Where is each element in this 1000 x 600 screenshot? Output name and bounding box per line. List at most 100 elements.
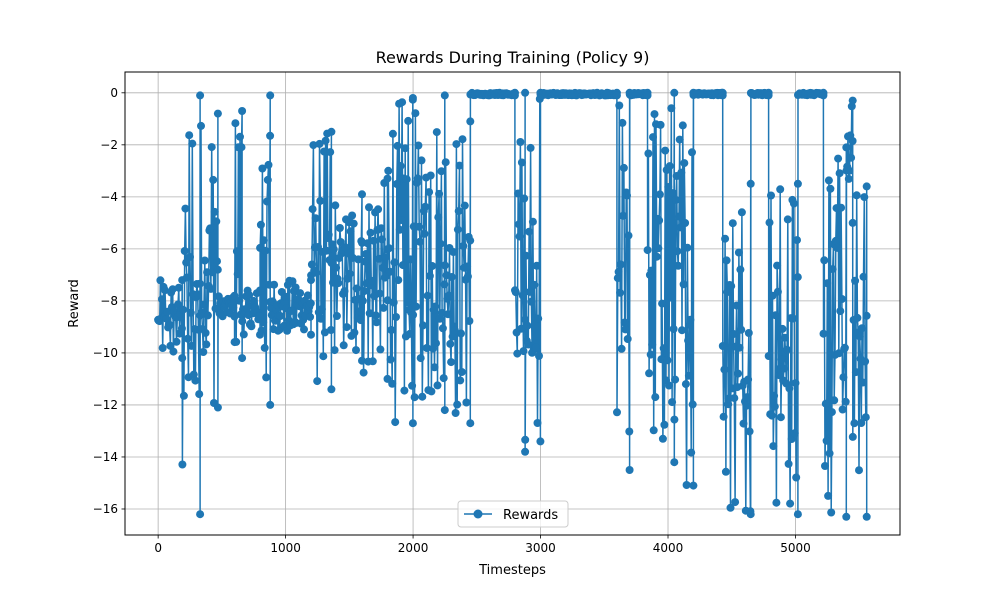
rewards-point <box>321 136 330 145</box>
rewards-point <box>365 309 374 318</box>
rewards-point <box>513 349 522 358</box>
rewards-point <box>466 236 475 245</box>
rewards-point <box>358 296 367 305</box>
rewards-point <box>780 333 789 342</box>
rewards-point <box>648 340 657 349</box>
x-tick-label-4: 4000 <box>653 541 684 555</box>
rewards-point <box>684 336 693 345</box>
rewards-point <box>393 141 402 150</box>
rewards-point <box>515 232 524 241</box>
rewards-point <box>202 340 211 349</box>
rewards-point <box>841 397 850 406</box>
rewards-point <box>379 303 388 312</box>
rewards-point <box>210 207 219 216</box>
rewards-point <box>406 255 415 264</box>
rewards-point <box>327 127 336 136</box>
rewards-point <box>320 328 329 337</box>
rewards-point <box>666 293 675 302</box>
rewards-point <box>229 303 238 312</box>
rewards-point <box>654 244 663 253</box>
rewards-point <box>536 437 545 446</box>
rewards-point <box>444 310 452 319</box>
rewards-point <box>764 91 773 100</box>
rewards-point <box>186 308 195 317</box>
legend-box <box>457 500 569 528</box>
rewards-point <box>837 203 846 212</box>
rewards-point <box>346 227 355 236</box>
rewards-point <box>389 298 398 307</box>
rewards-point <box>358 356 366 365</box>
rewards-point <box>614 267 623 276</box>
rewards-point <box>827 408 836 417</box>
rewards-point <box>848 137 857 145</box>
rewards-point <box>659 344 668 353</box>
rewards-point <box>329 245 338 254</box>
legend: Rewards <box>457 500 569 528</box>
rewards-point <box>535 351 543 360</box>
rewards-point <box>613 274 622 283</box>
rewards-point <box>514 189 523 198</box>
rewards-point <box>786 499 795 508</box>
plot-frame <box>124 71 901 536</box>
y-tick-label-3: −6 <box>100 242 118 256</box>
rewards-point <box>734 248 743 257</box>
legend-marker <box>473 509 483 519</box>
rewards-point <box>466 419 475 428</box>
rewards-point <box>732 301 741 310</box>
rewards-point <box>371 311 380 320</box>
x-tick-label-0: 0 <box>154 541 162 555</box>
rewards-point <box>444 291 453 300</box>
rewards-point <box>858 324 866 333</box>
rewards-point <box>835 169 844 178</box>
rewards-point <box>381 253 390 262</box>
rewards-point <box>660 420 669 429</box>
rewards-point <box>233 270 242 279</box>
rewards-point <box>516 138 525 146</box>
rewards-point <box>793 273 802 282</box>
rewards-point <box>649 133 657 142</box>
rewards-point <box>726 503 735 512</box>
rewards-point <box>261 246 270 255</box>
rewards-point <box>524 340 533 349</box>
rewards-point <box>256 220 265 229</box>
rewards-point <box>374 205 383 214</box>
rewards-point <box>521 315 529 324</box>
rewards-point <box>625 466 634 474</box>
rewards-point <box>398 261 407 270</box>
rewards-point <box>416 354 425 363</box>
rewards-point <box>196 510 205 519</box>
rewards-point <box>185 131 194 140</box>
rewards-point <box>378 235 386 244</box>
rewards-point <box>778 324 787 333</box>
rewards-point <box>306 312 315 321</box>
rewards-point <box>840 343 849 352</box>
rewards-point <box>862 311 871 320</box>
rewards-point <box>332 263 341 272</box>
rewards-point <box>681 219 690 227</box>
rewards-point <box>409 310 418 319</box>
rewards-point <box>412 302 421 311</box>
rewards-point <box>671 375 680 384</box>
rewards-point <box>266 131 275 140</box>
rewards-point <box>530 280 539 289</box>
rewards-point <box>315 139 324 148</box>
rewards-point <box>860 193 869 202</box>
rewards-point <box>232 247 241 256</box>
rewards-point <box>721 234 730 243</box>
rewards-point <box>354 255 363 264</box>
rewards-point <box>453 400 462 409</box>
rewards-point <box>193 290 202 299</box>
rewards-point <box>456 376 465 385</box>
rewards-point <box>527 297 536 306</box>
rewards-point <box>655 190 664 199</box>
rewards-point <box>450 326 459 335</box>
rewards-point <box>739 419 748 428</box>
rewards-point <box>785 384 794 393</box>
rewards-point <box>377 224 386 233</box>
rewards-point <box>859 272 868 281</box>
rewards-point <box>789 199 798 208</box>
rewards-point <box>156 276 165 285</box>
rewards-point <box>533 419 542 427</box>
rewards-point <box>449 248 458 256</box>
rewards-point <box>317 305 326 314</box>
